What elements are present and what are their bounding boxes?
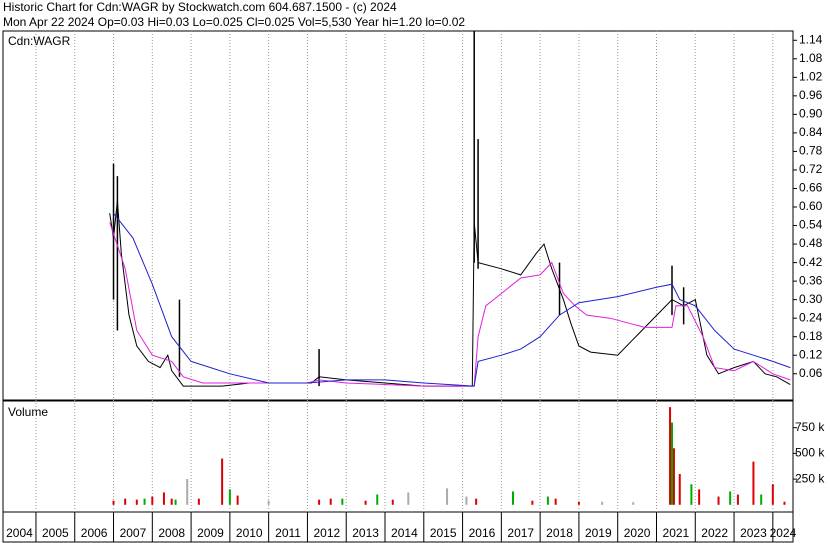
price-line <box>109 222 791 387</box>
y2-tick-label: 500 k <box>795 446 825 460</box>
year-label: 2024 <box>770 526 797 540</box>
year-label: 2004 <box>6 526 33 540</box>
y-tick-label: 0.42 <box>799 255 823 269</box>
volume-bar <box>170 498 173 505</box>
volume-bar <box>221 458 224 505</box>
volume-bar <box>174 499 177 505</box>
year-label: 2018 <box>546 526 573 540</box>
year-label: 2019 <box>585 526 612 540</box>
year-label: 2012 <box>313 526 340 540</box>
volume-bar <box>186 479 189 505</box>
volume-bar <box>143 498 146 505</box>
y2-tick-label: 750 k <box>795 420 825 434</box>
chart-subtitle: Mon Apr 22 2024 Op=0.03 Hi=0.03 Lo=0.025… <box>3 15 465 29</box>
volume-bar <box>124 498 127 505</box>
volume-bar <box>511 491 514 505</box>
year-label: 2020 <box>624 526 651 540</box>
chart-title: Historic Chart for Cdn:WAGR by Stockwatc… <box>3 0 397 14</box>
volume-bar <box>407 492 410 505</box>
volume-bar <box>672 448 675 505</box>
volume-bar <box>112 500 115 505</box>
year-label: 2021 <box>663 526 690 540</box>
year-label: 2013 <box>352 526 379 540</box>
volume-bar <box>717 496 720 505</box>
volume-bar <box>678 473 681 505</box>
year-label: 2007 <box>120 526 147 540</box>
y2-tick-label: 250 k <box>795 471 825 485</box>
volume-bar <box>151 496 154 505</box>
y-tick-label: 0.24 <box>799 310 823 324</box>
volume-bar <box>267 500 270 505</box>
year-label: 2011 <box>275 526 301 540</box>
volume-bar <box>391 499 394 505</box>
date-axis <box>2 511 794 543</box>
volume-bar <box>341 498 344 505</box>
volume-bar <box>446 488 449 505</box>
year-label: 2014 <box>391 526 418 540</box>
y-tick-label: 1.14 <box>799 32 823 46</box>
volume-bar <box>318 499 321 505</box>
volume-bar <box>236 495 239 505</box>
year-label: 2009 <box>197 526 224 540</box>
volume-bar <box>554 498 557 505</box>
year-label: 2017 <box>507 526 534 540</box>
volume-bar <box>698 489 701 505</box>
year-label: 2010 <box>236 526 263 540</box>
price-line <box>109 200 791 387</box>
y-tick-label: 0.66 <box>799 181 823 195</box>
volume-bar <box>736 494 739 505</box>
volume-bar <box>670 422 673 505</box>
price-panel <box>2 30 794 401</box>
volume-bar <box>329 498 332 505</box>
volume-bar <box>771 484 774 505</box>
volume-bar <box>197 498 200 505</box>
volume-bar <box>669 407 672 505</box>
year-label: 2022 <box>701 526 728 540</box>
y-tick-label: 0.54 <box>799 218 823 232</box>
y-tick-label: 1.02 <box>799 69 823 83</box>
y-tick-label: 0.06 <box>799 366 823 380</box>
price-line <box>113 212 791 387</box>
year-label: 2008 <box>158 526 185 540</box>
volume-bar <box>577 501 580 505</box>
y-tick-label: 1.08 <box>799 51 823 65</box>
y-tick-label: 0.72 <box>799 162 823 176</box>
volume-bar <box>546 496 549 505</box>
volume-label: Volume <box>8 405 48 419</box>
y-tick-label: 0.60 <box>799 199 823 213</box>
volume-bar <box>632 502 635 505</box>
volume-bar <box>364 500 367 505</box>
y-tick-label: 0.48 <box>799 236 823 250</box>
volume-bar <box>135 499 138 505</box>
volume-bar <box>475 498 478 505</box>
volume-bar <box>783 501 786 505</box>
symbol-label: Cdn:WAGR <box>8 34 71 48</box>
year-label: 2015 <box>430 526 457 540</box>
volume-bar <box>752 461 755 505</box>
year-label: 2005 <box>42 526 69 540</box>
y-tick-label: 0.12 <box>799 347 823 361</box>
y-tick-label: 0.90 <box>799 107 823 121</box>
year-label: 2016 <box>469 526 496 540</box>
volume-bar <box>729 491 732 505</box>
y-tick-label: 0.96 <box>799 88 823 102</box>
volume-bar <box>465 496 468 505</box>
year-label: 2006 <box>81 526 108 540</box>
y-tick-label: 0.18 <box>799 329 823 343</box>
volume-bar <box>376 494 379 505</box>
year-label: 2023 <box>740 526 767 540</box>
volume-bar <box>531 500 534 505</box>
y-tick-label: 0.84 <box>799 125 823 139</box>
volume-bar <box>601 501 604 505</box>
y-tick-label: 0.36 <box>799 273 823 287</box>
volume-bar <box>690 484 693 505</box>
volume-bar <box>228 489 231 505</box>
y-tick-label: 0.78 <box>799 144 823 158</box>
y-tick-label: 0.30 <box>799 292 823 306</box>
volume-bar <box>760 494 763 505</box>
volume-bar <box>162 492 165 505</box>
